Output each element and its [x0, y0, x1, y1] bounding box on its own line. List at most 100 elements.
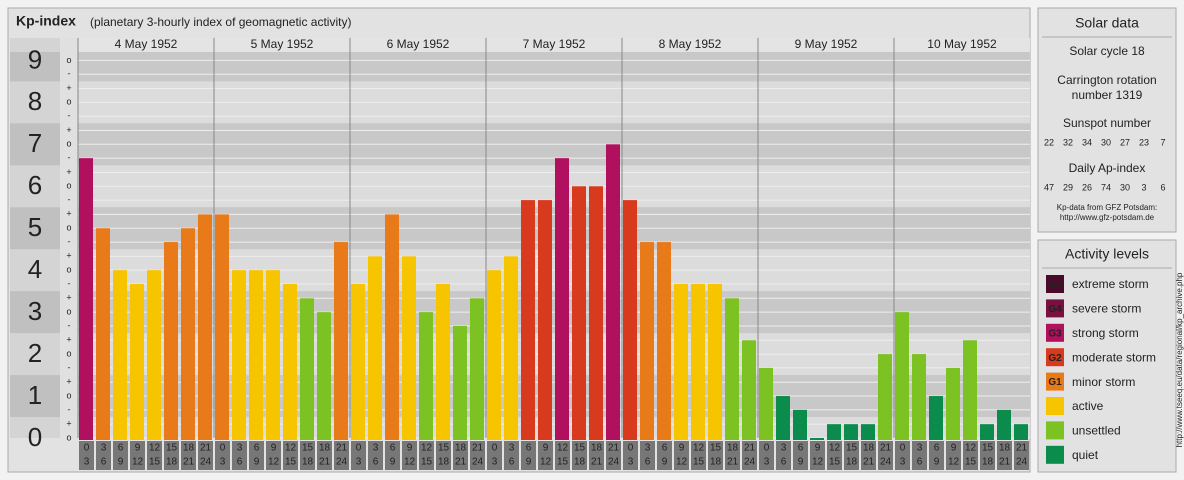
day-label: 8 May 1952	[659, 37, 722, 51]
bar	[640, 242, 654, 440]
time-box	[742, 441, 757, 470]
sunspot-number: 7	[1160, 137, 1165, 147]
kp-tick-label: +	[66, 209, 71, 219]
time-label: 0	[220, 443, 226, 454]
bar	[657, 242, 671, 440]
time-box	[317, 441, 332, 470]
time-label: 0	[84, 443, 90, 454]
time-label: 15	[421, 457, 433, 468]
time-label: 12	[829, 443, 841, 454]
source: Kp-data from GFZ Potsdam:	[1057, 203, 1157, 212]
bar	[300, 298, 314, 440]
time-label: 21	[608, 443, 620, 454]
carrington: number 1319	[1072, 88, 1143, 102]
bar	[589, 186, 603, 440]
time-label: 12	[676, 457, 688, 468]
time-label: 21	[999, 457, 1011, 468]
time-box	[470, 441, 485, 470]
time-label: 3	[628, 457, 634, 468]
carrington: Carrington rotation	[1057, 73, 1156, 87]
time-box	[147, 441, 162, 470]
legend-code: G1	[1048, 377, 1062, 388]
time-box	[895, 441, 910, 470]
time-box	[640, 441, 655, 470]
time-label: 24	[200, 457, 212, 468]
time-label: 21	[455, 457, 467, 468]
chart-subtitle: (planetary 3-hourly index of geomagnetic…	[90, 15, 351, 29]
bar	[827, 424, 841, 440]
band	[10, 207, 60, 250]
bar	[96, 228, 110, 440]
bar	[215, 214, 229, 440]
time-label: 15	[846, 443, 858, 454]
time-label: 18	[982, 457, 994, 468]
day-label: 6 May 1952	[387, 37, 450, 51]
bar	[351, 284, 365, 440]
time-box	[946, 441, 961, 470]
kp-tick-label: -	[68, 153, 71, 163]
bar	[997, 409, 1011, 440]
bar	[895, 312, 909, 440]
time-label: 18	[710, 457, 722, 468]
time-box	[759, 441, 774, 470]
bar	[810, 438, 824, 440]
bar	[623, 200, 637, 440]
time-box	[623, 441, 638, 470]
time-label: 15	[285, 457, 297, 468]
time-label: 15	[710, 443, 722, 454]
y-tick-label: 6	[28, 170, 42, 200]
time-label: 0	[492, 443, 498, 454]
chart-title: Kp-index	[16, 13, 76, 29]
time-box	[929, 441, 944, 470]
time-label: 9	[407, 443, 413, 454]
band	[78, 52, 1030, 82]
time-label: 12	[693, 443, 705, 454]
y-tick-label: 4	[28, 254, 42, 284]
time-label: 3	[900, 457, 906, 468]
source: http://www.gfz-potsdam.de	[1060, 213, 1155, 222]
bar	[249, 270, 263, 440]
bar	[708, 284, 722, 440]
y-tick-label: 2	[28, 338, 42, 368]
time-box	[283, 441, 298, 470]
sunspot-number: 22	[1044, 137, 1054, 147]
time-box	[368, 441, 383, 470]
minor-column	[60, 38, 78, 438]
time-box	[164, 441, 179, 470]
time-label: 18	[591, 443, 603, 454]
time-label: 12	[149, 443, 161, 454]
kp-tick-label: +	[66, 167, 71, 177]
ap-value: 30	[1120, 182, 1130, 192]
bar	[147, 270, 161, 440]
time-label: 21	[880, 443, 892, 454]
ap-value: 47	[1044, 182, 1054, 192]
bar	[436, 284, 450, 440]
kp-tick-label: +	[66, 251, 71, 261]
time-label: 6	[509, 457, 515, 468]
time-label: 21	[1016, 443, 1028, 454]
bar	[725, 298, 739, 440]
time-box	[96, 441, 111, 470]
kp-tick-label: o	[66, 265, 71, 275]
time-label: 24	[744, 457, 756, 468]
time-label: 21	[200, 443, 212, 454]
legend-swatch	[1046, 348, 1064, 367]
bar	[912, 354, 926, 440]
bar	[266, 270, 280, 440]
time-label: 6	[237, 457, 243, 468]
time-label: 12	[285, 443, 297, 454]
legend-label: extreme storm	[1072, 277, 1149, 291]
legend-label: unsettled	[1072, 424, 1121, 438]
time-label: 12	[557, 443, 569, 454]
time-label: 18	[727, 443, 739, 454]
time-box	[691, 441, 706, 470]
bar	[368, 256, 382, 440]
time-box	[793, 441, 808, 470]
time-label: 18	[302, 457, 314, 468]
time-label: 3	[84, 457, 90, 468]
time-label: 9	[390, 457, 396, 468]
time-box	[419, 441, 434, 470]
time-label: 3	[645, 443, 651, 454]
time-box	[827, 441, 842, 470]
bar	[759, 367, 773, 440]
